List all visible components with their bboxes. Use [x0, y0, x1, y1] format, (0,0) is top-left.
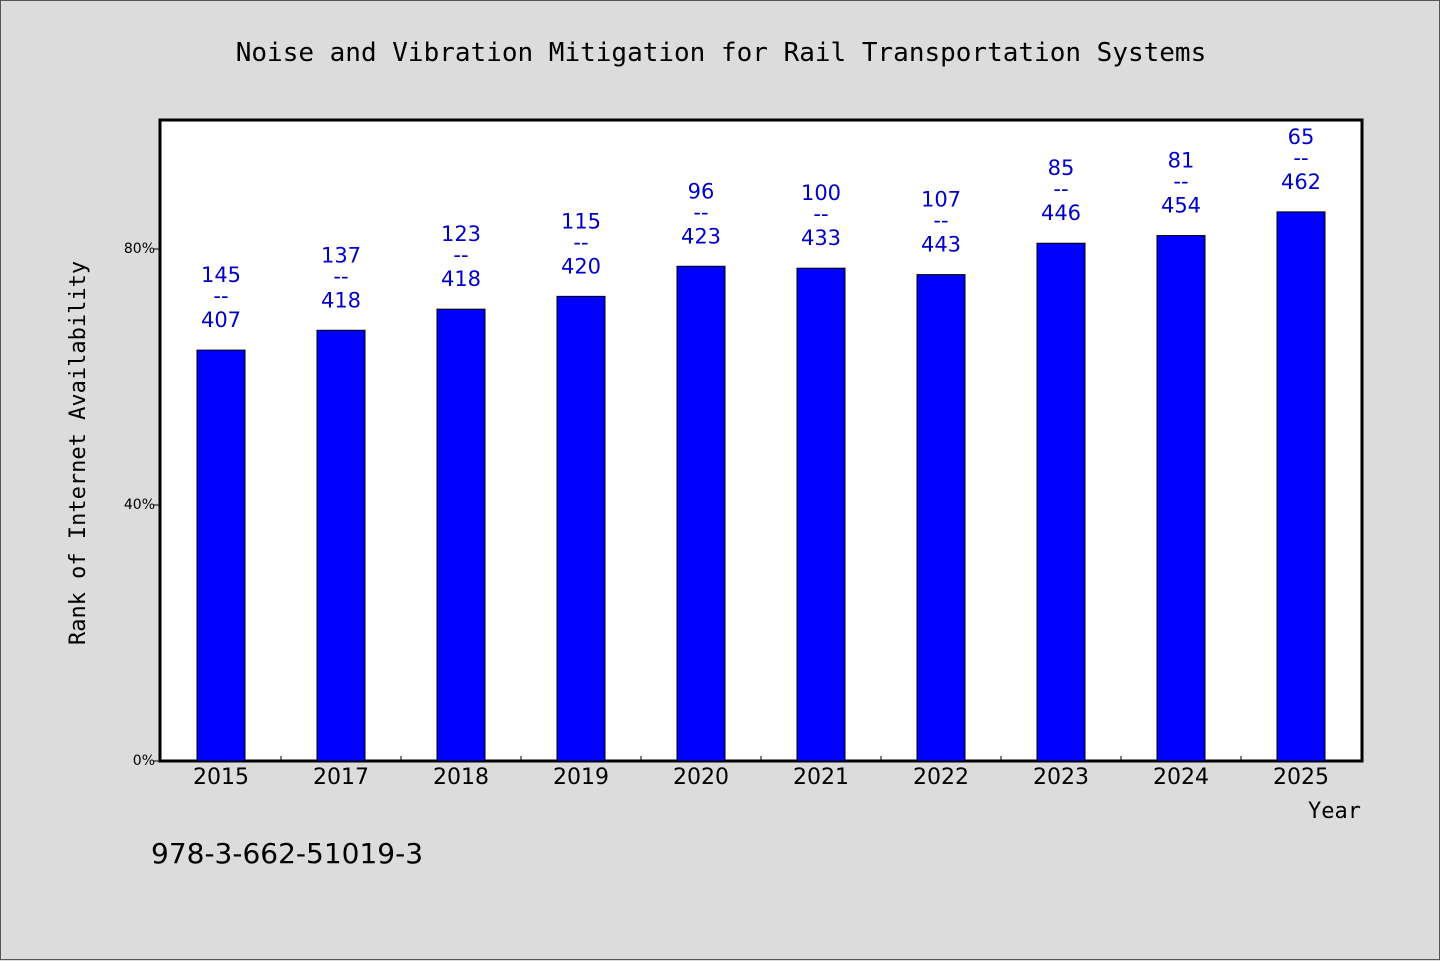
data-labels-layer: 145--407137--418123--418115--42096--4231… — [201, 125, 1321, 332]
data-label-separator-2018: -- — [453, 243, 468, 267]
data-label-denominator-2017: 418 — [321, 288, 361, 312]
data-label-numerator-2018: 123 — [441, 222, 481, 246]
data-label-numerator-2025: 65 — [1288, 125, 1315, 149]
data-label-separator-2019: -- — [573, 230, 588, 254]
data-label-numerator-2023: 85 — [1048, 156, 1075, 180]
x-tick-label-2018: 2018 — [433, 765, 489, 790]
data-label-separator-2015: -- — [213, 284, 228, 308]
x-tick-label-2019: 2019 — [553, 765, 609, 790]
x-tick-label-2022: 2022 — [913, 765, 969, 790]
y-tick-label-80: 80% — [124, 241, 155, 257]
x-tick-label-2015: 2015 — [193, 765, 249, 790]
bar-2018 — [436, 308, 486, 762]
y-tick-label-0: 0% — [133, 753, 155, 769]
bar-2015 — [196, 349, 246, 762]
bar-2019 — [556, 295, 606, 762]
x-tick-label-2021: 2021 — [793, 765, 849, 790]
data-label-numerator-2024: 81 — [1168, 149, 1195, 173]
bar-2022 — [916, 274, 966, 762]
data-label-denominator-2019: 420 — [561, 254, 601, 278]
y-tick-label-40: 40% — [124, 497, 155, 513]
data-label-denominator-2024: 454 — [1161, 194, 1201, 218]
footer-code: 978-3-662-51019-3 — [151, 837, 423, 870]
bar-2020 — [676, 265, 726, 762]
data-label-denominator-2020: 423 — [681, 224, 721, 248]
x-axis: 2015 2017 2018 2019 2020 2021 2022 2023 2024 2025 — [193, 756, 1329, 790]
x-tick-label-2020: 2020 — [673, 765, 729, 790]
data-label-numerator-2021: 100 — [801, 181, 841, 205]
x-tick-label-2024: 2024 — [1153, 765, 1209, 790]
data-label-separator-2017: -- — [333, 264, 348, 288]
data-label-separator-2025: -- — [1293, 146, 1308, 170]
bar-2017 — [316, 329, 366, 762]
data-label-numerator-2015: 145 — [201, 263, 241, 287]
data-label-denominator-2018: 418 — [441, 267, 481, 291]
data-label-denominator-2021: 433 — [801, 226, 841, 250]
data-label-separator-2020: -- — [693, 200, 708, 224]
data-label-separator-2021: -- — [813, 202, 828, 226]
data-label-denominator-2022: 443 — [921, 233, 961, 257]
x-tick-label-2023: 2023 — [1033, 765, 1089, 790]
bar-2021 — [796, 267, 846, 762]
x-tick-label-2017: 2017 — [313, 765, 369, 790]
y-axis-label: Rank of Internet Availability — [66, 261, 91, 645]
data-label-numerator-2019: 115 — [561, 209, 601, 233]
data-label-separator-2024: -- — [1173, 170, 1188, 194]
y-axis: 0% 40% 80% — [124, 241, 161, 769]
data-label-denominator-2015: 407 — [201, 308, 241, 332]
data-label-numerator-2020: 96 — [688, 179, 715, 203]
x-axis-label: Year — [1308, 799, 1361, 824]
bar-2023 — [1036, 242, 1086, 762]
x-tick-label-2025: 2025 — [1273, 765, 1329, 790]
data-label-denominator-2023: 446 — [1041, 201, 1081, 225]
data-label-separator-2023: -- — [1053, 177, 1068, 201]
chart-title: Noise and Vibration Mitigation for Rail … — [236, 38, 1207, 68]
bar-2025 — [1276, 211, 1326, 762]
bars-layer — [196, 211, 1326, 762]
data-label-numerator-2022: 107 — [921, 188, 961, 212]
data-label-separator-2022: -- — [933, 209, 948, 233]
data-label-numerator-2017: 137 — [321, 243, 361, 267]
bar-2024 — [1156, 235, 1206, 762]
data-label-denominator-2025: 462 — [1281, 170, 1321, 194]
